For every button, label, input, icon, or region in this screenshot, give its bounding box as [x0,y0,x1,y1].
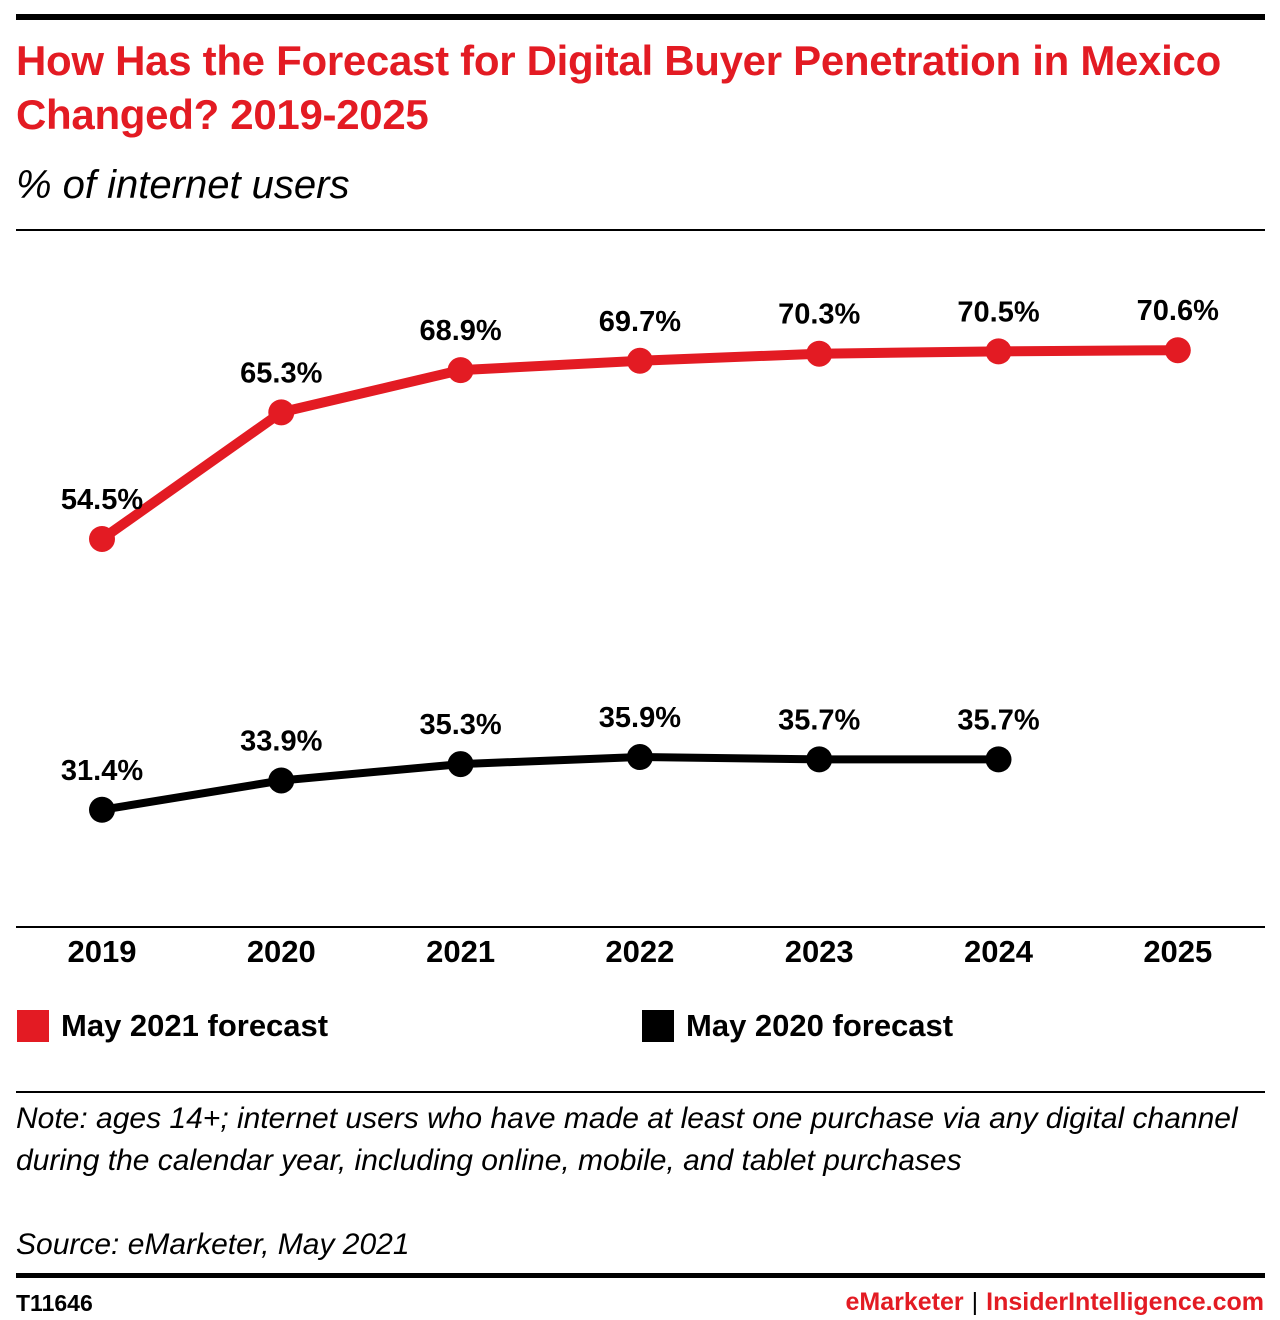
note-rule [16,1091,1265,1093]
data-label: 35.7% [778,704,860,736]
data-label: 35.7% [957,704,1039,736]
data-label: 33.9% [240,725,322,757]
x-tick-label: 2019 [68,934,137,969]
series-line-may-2020 [98,753,1003,814]
data-point [89,796,115,823]
bottom-rule [16,1273,1265,1278]
legend-item-may-2021: May 2021 forecast [17,1008,328,1044]
data-label: 35.3% [419,709,501,741]
data-point [985,746,1012,773]
data-label: 70.5% [957,296,1039,328]
footer-site-link[interactable]: InsiderIntelligence.com [986,1288,1264,1316]
x-tick-label: 2024 [964,934,1034,969]
chart-source: Source: eMarketer, May 2021 [16,1228,410,1261]
chart-note: Note: ages 14+; internet users who have … [16,1102,1238,1177]
legend-item-may-2020: May 2020 forecast [642,1008,953,1044]
data-label: 31.4% [61,755,143,787]
legend-swatch-may-2021 [17,1010,49,1042]
legend-label-may-2021: May 2021 forecast [61,1008,329,1043]
data-point [806,746,833,773]
footer-emarketer: eMarketer [845,1288,964,1316]
legend-swatch-may-2020 [642,1010,674,1042]
data-label: 70.3% [778,299,860,331]
data-point [268,767,295,794]
data-point [1164,337,1191,364]
data-point [626,744,653,771]
data-point [268,399,295,426]
chart-id: T11646 [16,1290,93,1316]
data-point [806,340,833,367]
legend-label-may-2020: May 2020 forecast [686,1008,954,1043]
data-point [89,525,115,552]
footer-separator: | [971,1288,979,1316]
data-point [626,347,653,374]
line-chart: 2019 2020 2021 2022 2023 2024 2025 54.5% 65.3% 68… [16,295,1265,969]
data-label: 68.9% [419,315,501,347]
top-rule [16,14,1265,20]
data-label: 65.3% [240,357,322,389]
chart-subtitle: % of internet users [16,163,350,207]
data-point [985,338,1012,365]
data-label: 69.7% [599,306,681,338]
data-point [447,751,474,778]
subtitle-rule [16,229,1265,231]
data-label: 70.6% [1137,295,1219,327]
footer-brand: eMarketer | InsiderIntelligence.com [846,1288,1265,1317]
x-tick-label: 2021 [426,934,495,969]
x-tick-label: 2020 [247,934,316,969]
data-point [447,357,474,384]
data-label: 54.5% [61,484,143,516]
data-label: 35.9% [599,702,681,734]
chart-title: How Has the Forecast for Digital Buyer P… [16,37,1221,138]
x-tick-label: 2023 [785,934,854,969]
x-tick-label: 2025 [1143,934,1212,969]
x-tick-label: 2022 [605,934,674,969]
